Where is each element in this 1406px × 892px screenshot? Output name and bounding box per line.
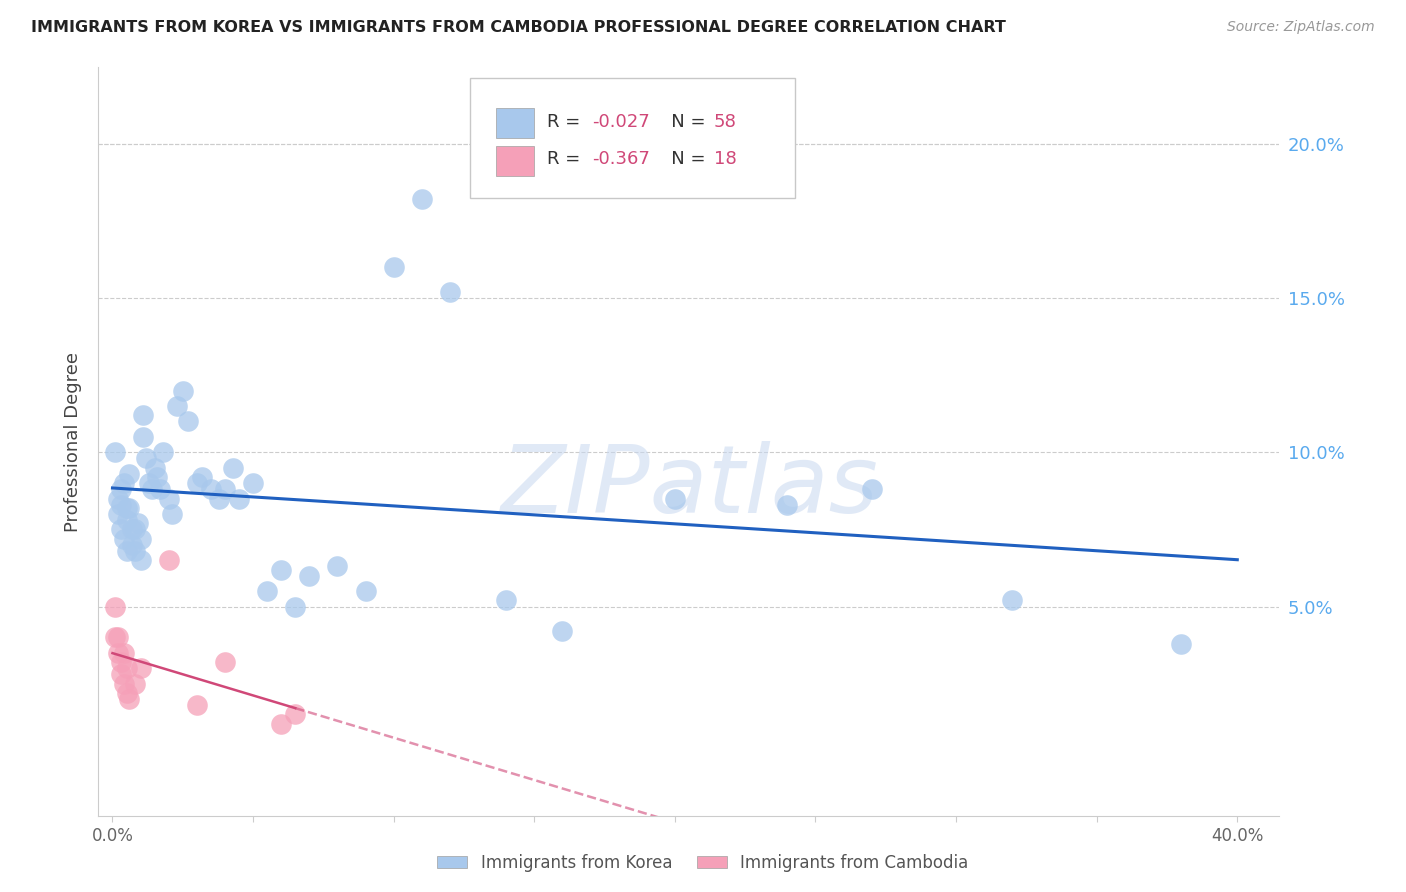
Point xyxy=(177,415,200,429)
Point xyxy=(112,532,135,546)
Point xyxy=(298,568,321,582)
Text: N =: N = xyxy=(654,112,711,130)
Point xyxy=(228,491,250,506)
Point xyxy=(664,491,686,506)
Point xyxy=(112,676,135,690)
Point xyxy=(124,523,146,537)
Point xyxy=(127,516,149,531)
Point xyxy=(138,476,160,491)
Point xyxy=(495,593,517,607)
Point xyxy=(214,483,236,497)
Point xyxy=(121,538,143,552)
Point xyxy=(110,655,132,669)
Point xyxy=(107,507,129,521)
Point xyxy=(214,655,236,669)
Point xyxy=(121,523,143,537)
Text: Source: ZipAtlas.com: Source: ZipAtlas.com xyxy=(1227,20,1375,34)
Text: R =: R = xyxy=(547,150,586,168)
Point xyxy=(222,460,245,475)
Point xyxy=(200,483,222,497)
Point xyxy=(129,553,152,567)
Point xyxy=(551,624,574,639)
Point xyxy=(132,409,155,423)
Point xyxy=(118,500,141,515)
Point xyxy=(141,483,163,497)
Point xyxy=(135,451,157,466)
Point xyxy=(107,491,129,506)
Text: IMMIGRANTS FROM KOREA VS IMMIGRANTS FROM CAMBODIA PROFESSIONAL DEGREE CORRELATIO: IMMIGRANTS FROM KOREA VS IMMIGRANTS FROM… xyxy=(31,20,1005,35)
Point xyxy=(354,584,377,599)
Point xyxy=(152,445,174,459)
Point xyxy=(256,584,278,599)
Point xyxy=(186,698,208,713)
Point xyxy=(160,507,183,521)
Point xyxy=(208,491,231,506)
Point xyxy=(115,500,138,515)
Point xyxy=(132,430,155,444)
Point xyxy=(270,716,292,731)
Point xyxy=(107,646,129,660)
Point xyxy=(107,631,129,645)
Point xyxy=(242,476,264,491)
Text: N =: N = xyxy=(654,150,711,168)
Point xyxy=(118,692,141,706)
Point xyxy=(115,544,138,558)
Point xyxy=(191,470,214,484)
Point xyxy=(124,676,146,690)
Point xyxy=(143,460,166,475)
Y-axis label: Professional Degree: Professional Degree xyxy=(63,351,82,532)
Text: R =: R = xyxy=(547,112,586,130)
Point xyxy=(115,513,138,527)
Point xyxy=(110,667,132,681)
Point xyxy=(270,562,292,576)
Point xyxy=(115,686,138,700)
Point xyxy=(1001,593,1024,607)
Point xyxy=(860,483,883,497)
Point xyxy=(166,399,188,413)
Legend: Immigrants from Korea, Immigrants from Cambodia: Immigrants from Korea, Immigrants from C… xyxy=(430,847,976,879)
Point xyxy=(112,646,135,660)
Point xyxy=(284,707,307,722)
Point xyxy=(776,498,799,512)
Point xyxy=(110,498,132,512)
Point xyxy=(118,467,141,481)
Point xyxy=(172,384,194,398)
Text: ZIPatlas: ZIPatlas xyxy=(501,441,877,532)
Text: 58: 58 xyxy=(714,112,737,130)
Point xyxy=(149,483,172,497)
FancyBboxPatch shape xyxy=(471,78,796,198)
Point xyxy=(411,193,433,207)
Point xyxy=(129,661,152,675)
Point xyxy=(104,445,127,459)
Point xyxy=(186,476,208,491)
Point xyxy=(382,260,405,275)
Text: -0.027: -0.027 xyxy=(592,112,650,130)
Text: 18: 18 xyxy=(714,150,737,168)
Point xyxy=(439,285,461,299)
Point xyxy=(112,476,135,491)
Point xyxy=(110,523,132,537)
Text: -0.367: -0.367 xyxy=(592,150,650,168)
FancyBboxPatch shape xyxy=(496,108,534,138)
Point xyxy=(110,483,132,497)
Point xyxy=(1170,636,1192,650)
Point xyxy=(326,559,349,574)
Point xyxy=(157,491,180,506)
Point xyxy=(104,631,127,645)
Point xyxy=(115,661,138,675)
Point xyxy=(129,532,152,546)
Point xyxy=(284,599,307,614)
Point xyxy=(104,599,127,614)
Point xyxy=(157,553,180,567)
Point xyxy=(124,544,146,558)
FancyBboxPatch shape xyxy=(496,145,534,176)
Point xyxy=(146,470,169,484)
